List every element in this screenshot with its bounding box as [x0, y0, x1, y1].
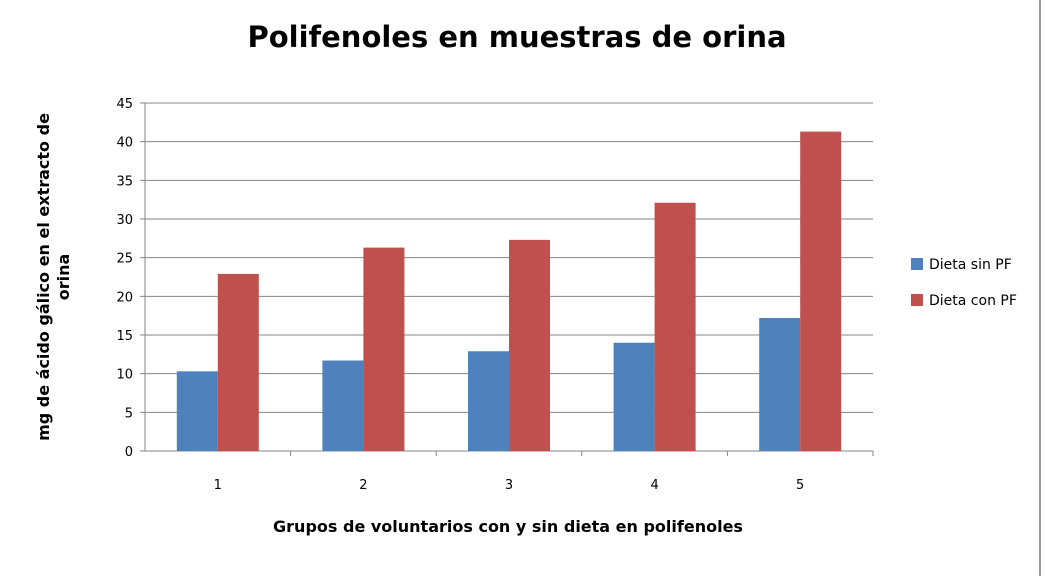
- bar-dieta-sin-pf-5: [759, 317, 801, 451]
- y-tick-label: 10: [116, 368, 133, 383]
- y-tick-label: 5: [125, 406, 133, 421]
- bar-dieta-sin-pf-1: [176, 371, 218, 451]
- bar-dieta-con-pf-5: [800, 131, 842, 451]
- legend: Dieta sin PF Dieta con PF: [911, 257, 1017, 309]
- y-axis-label-line1: mg de ácido gálico en el extracto de: [34, 113, 53, 441]
- bar-dieta-sin-pf-4: [613, 342, 655, 451]
- y-tick-label: 15: [116, 329, 133, 344]
- y-tick-label: 35: [116, 174, 133, 189]
- bar-dieta-con-pf-2: [363, 247, 405, 451]
- y-axis-label-line2: orina: [54, 254, 73, 301]
- x-tick-label: 5: [796, 478, 804, 493]
- y-tick-label: 20: [116, 290, 133, 305]
- x-tick-label: 3: [505, 478, 513, 493]
- y-tick-label: 30: [116, 213, 133, 228]
- bar-dieta-con-pf-3: [509, 239, 550, 451]
- legend-swatch-dieta-sin-pf: [911, 258, 923, 270]
- legend-swatch-dieta-con-pf: [911, 294, 923, 306]
- y-tick-label: 45: [116, 97, 133, 112]
- bar-dieta-sin-pf-3: [468, 351, 509, 451]
- y-tick-label: 40: [116, 136, 133, 151]
- y-tick-label: 25: [116, 252, 133, 267]
- bar-dieta-con-pf-4: [654, 202, 696, 451]
- x-tick-label: 4: [650, 478, 658, 493]
- x-axis-label: Grupos de voluntarios con y sin dieta en…: [273, 517, 743, 536]
- chart-title: Polifenoles en muestras de orina: [247, 20, 786, 54]
- legend-label-dieta-sin-pf: Dieta sin PF: [929, 257, 1012, 273]
- y-tick-label: 0: [125, 445, 133, 460]
- legend-label-dieta-con-pf: Dieta con PF: [929, 293, 1017, 309]
- x-tick-label: 1: [214, 478, 222, 493]
- bar-dieta-con-pf-1: [217, 273, 259, 451]
- x-tick-label: 2: [359, 478, 367, 493]
- bar-dieta-sin-pf-2: [322, 360, 364, 451]
